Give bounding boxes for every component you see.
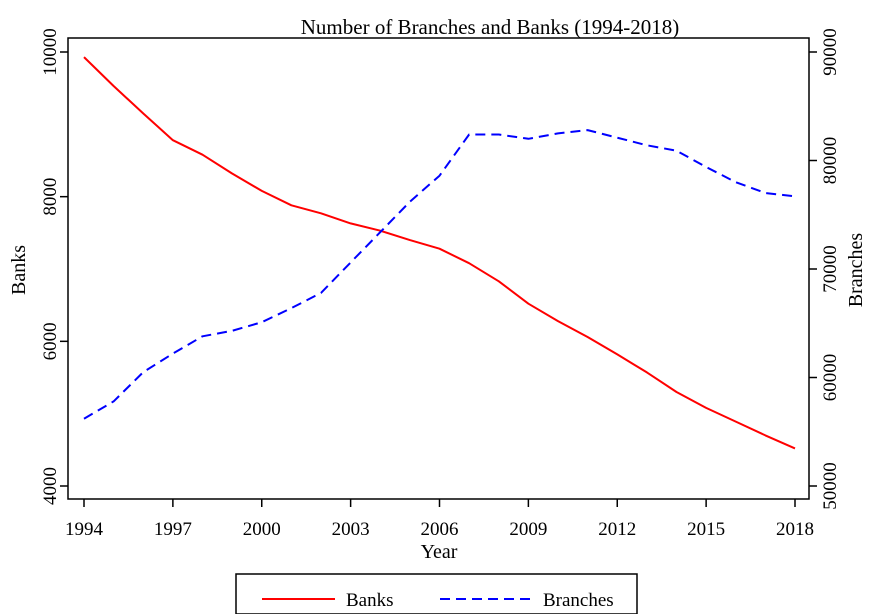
legend-label-branches: Branches [543,590,614,611]
left-y-tick-label: 6000 [40,322,61,360]
right-y-tick-label: 90000 [820,28,841,76]
x-tick-label: 2018 [776,519,814,540]
right-y-axis: 50000 60000 70000 80000 90000 [809,28,841,510]
left-y-axis-title: Banks [8,245,30,295]
right-y-tick-label: 50000 [820,462,841,510]
x-axis-title: Year [421,541,458,563]
right-y-axis-title: Branches [845,233,867,308]
x-tick-label: 2000 [243,519,281,540]
x-axis: 1994 1997 2000 2003 2006 2009 2012 2015 2018 [65,499,814,540]
x-tick-label: 2009 [509,519,547,540]
legend-label-banks: Banks [346,590,394,611]
x-tick-label: 2003 [332,519,370,540]
x-tick-label: 2012 [598,519,636,540]
x-tick-label: 1994 [65,519,104,540]
x-tick-label: 2015 [687,519,725,540]
x-tick-label: 1997 [154,519,192,540]
right-y-tick-label: 70000 [820,245,841,293]
left-y-tick-label: 8000 [40,178,61,216]
left-y-axis: 4000 6000 8000 10000 [40,28,68,505]
left-y-tick-label: 10000 [40,28,61,76]
legend-box [235,573,638,614]
x-tick-label: 2006 [421,519,459,540]
series-line-banks [83,56,796,450]
right-y-tick-label: 80000 [820,137,841,185]
series-line-branches [83,129,796,420]
plot-frame [67,37,810,500]
series-lines [83,56,796,450]
right-y-tick-label: 60000 [820,354,841,402]
chart-title: Number of Branches and Banks (1994-2018) [301,15,680,39]
left-y-tick-label: 4000 [40,467,61,505]
legend: Banks Branches [235,573,638,614]
